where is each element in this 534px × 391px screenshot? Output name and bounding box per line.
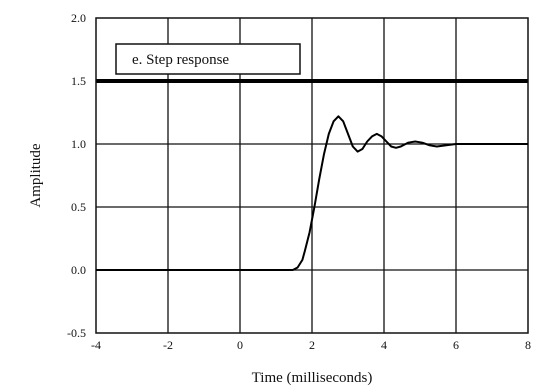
y-tick-label: 1.0 bbox=[71, 137, 86, 151]
x-tick-label: 2 bbox=[309, 338, 315, 352]
legend: e. Step response bbox=[115, 43, 301, 75]
x-tick-labels: -4 -2 0 2 4 6 8 bbox=[91, 338, 531, 352]
x-tick-label: 0 bbox=[237, 338, 243, 352]
x-tick-label: 4 bbox=[381, 338, 387, 352]
x-axis-label: Time (milliseconds) bbox=[252, 370, 373, 386]
y-tick-label: 1.5 bbox=[71, 74, 86, 88]
x-tick-label: -4 bbox=[91, 338, 101, 352]
y-tick-label: -0.5 bbox=[67, 326, 86, 340]
legend-box bbox=[115, 43, 301, 75]
plot-frame bbox=[95, 17, 529, 334]
x-tick-label: 6 bbox=[453, 338, 459, 352]
series bbox=[96, 115, 528, 271]
y-tick-label: 0.5 bbox=[71, 200, 86, 214]
y-tick-labels: -0.5 0.0 0.5 1.0 1.5 2.0 bbox=[67, 11, 86, 340]
y-tick-label: 2.0 bbox=[71, 11, 86, 25]
x-tick-label: -2 bbox=[163, 338, 173, 352]
y-axis-label: Amplitude bbox=[28, 143, 44, 208]
series-line bbox=[96, 115, 528, 271]
x-tick-label: 8 bbox=[525, 338, 531, 352]
y-tick-label: 0.0 bbox=[71, 263, 86, 277]
legend-label: e. Step response bbox=[132, 52, 229, 68]
